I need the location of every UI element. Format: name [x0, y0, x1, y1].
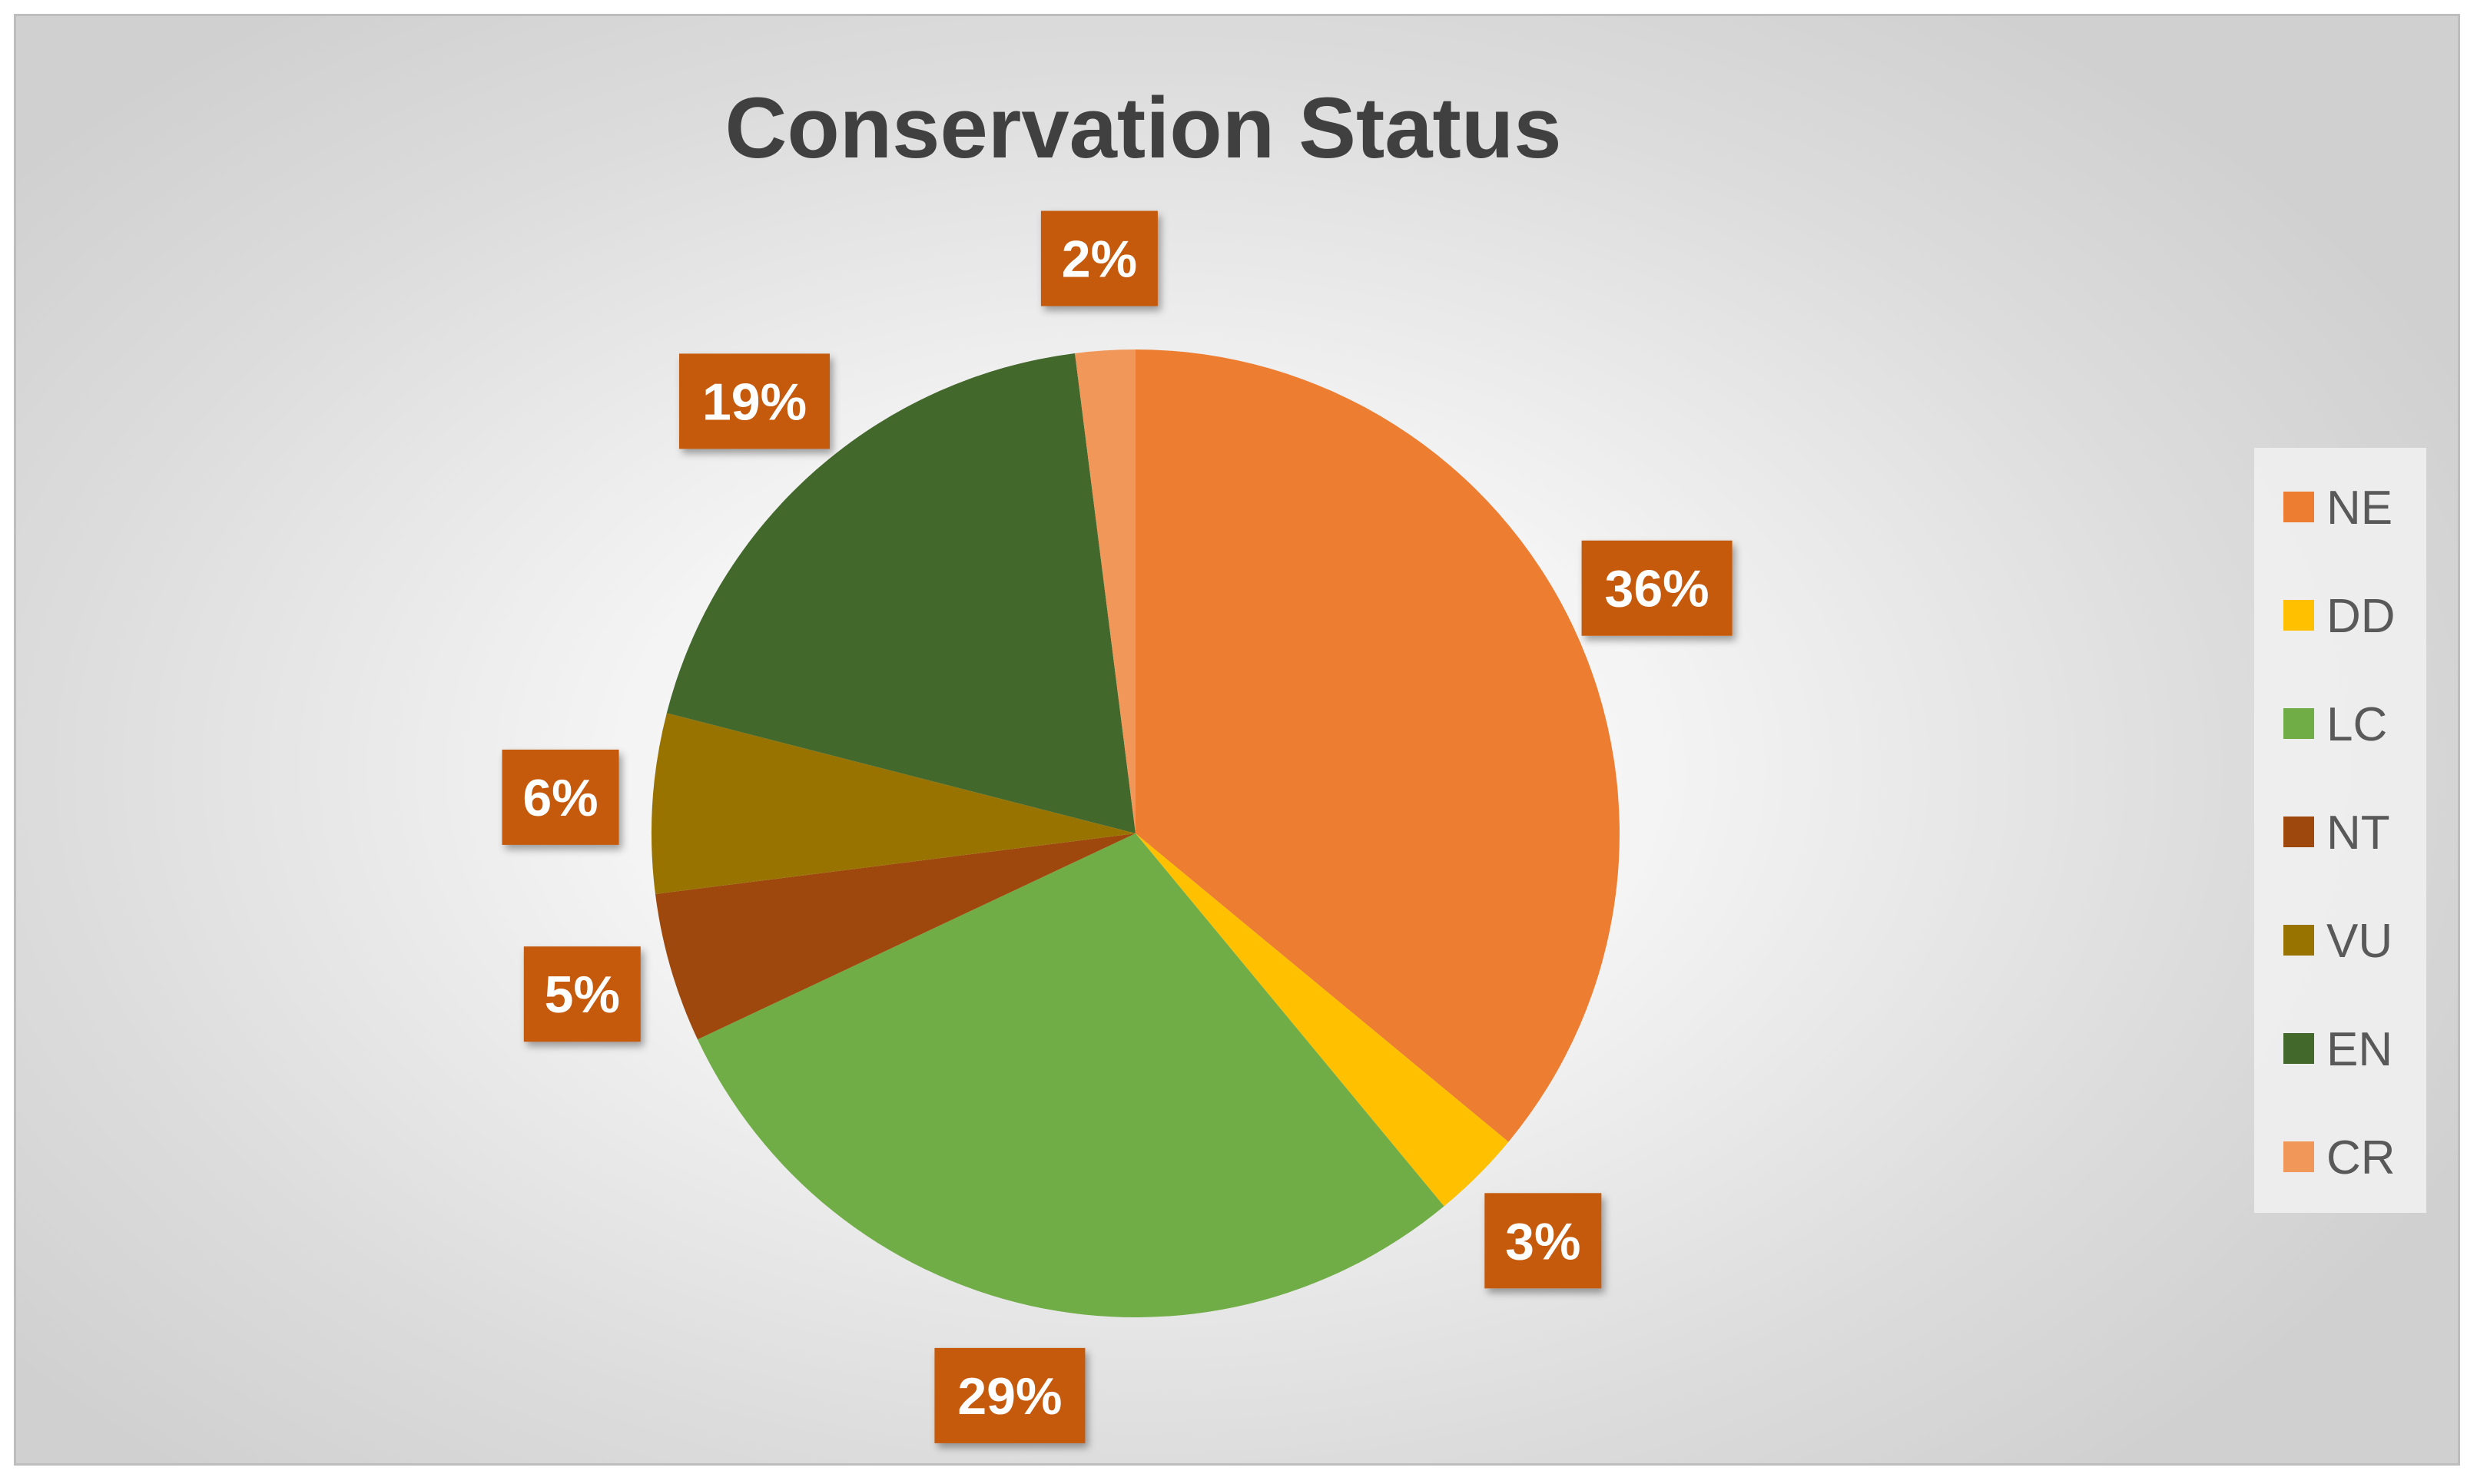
- legend-label: LC: [2326, 698, 2387, 751]
- legend-item-cr: CR: [2283, 1131, 2396, 1184]
- legend-item-lc: LC: [2283, 698, 2387, 751]
- legend-swatch: [2283, 600, 2314, 631]
- data-label-text: 29%: [957, 1367, 1062, 1426]
- legend: NE DD LC NT VU EN CR: [2254, 448, 2426, 1213]
- legend-swatch: [2283, 708, 2314, 739]
- data-label-text: 36%: [1605, 560, 1709, 618]
- data-label-box: [502, 749, 619, 845]
- legend-label: CR: [2326, 1131, 2396, 1184]
- legend-label: NT: [2326, 807, 2390, 860]
- data-label-text: 6%: [522, 769, 598, 827]
- pie-slice-en: [666, 353, 1136, 834]
- legend-label: NE: [2326, 482, 2392, 535]
- data-label-nt: 5%: [523, 946, 641, 1042]
- legend-item-vu: VU: [2283, 915, 2392, 968]
- legend-label: VU: [2326, 915, 2392, 968]
- legend-item-nt: NT: [2283, 807, 2390, 860]
- data-label-ne: 36%: [1581, 540, 1733, 636]
- legend-background: [2254, 448, 2426, 1213]
- pie-slice-dd: [1136, 833, 1509, 1207]
- pie-slice-vu: [652, 713, 1136, 894]
- legend-label: DD: [2326, 590, 2396, 643]
- legend-swatch: [2283, 925, 2314, 956]
- data-label-dd: 3%: [1484, 1193, 1602, 1289]
- legend-swatch: [2283, 1141, 2314, 1172]
- data-label-box: [934, 1347, 1086, 1443]
- data-label-box: [1040, 210, 1158, 306]
- data-label-box: [1484, 1193, 1602, 1289]
- data-label-text: 5%: [545, 966, 620, 1024]
- data-label-lc: 29%: [934, 1347, 1086, 1443]
- data-label-cr: 2%: [1040, 210, 1158, 306]
- chart-title: Conservation Status: [725, 80, 1561, 176]
- pie-slice-cr: [1075, 349, 1136, 833]
- data-label-vu: 6%: [502, 749, 619, 845]
- legend-label: EN: [2326, 1023, 2392, 1076]
- data-label-box: [1581, 540, 1733, 636]
- legend-item-dd: DD: [2283, 590, 2396, 643]
- legend-swatch: [2283, 492, 2314, 522]
- legend-swatch: [2283, 817, 2314, 847]
- data-labels: 36% 3% 29% 5% 6% 19% 2%: [502, 210, 1733, 1443]
- pie-slice-nt: [655, 833, 1136, 1040]
- data-label-text: 2%: [1062, 230, 1137, 289]
- legend-item-en: EN: [2283, 1023, 2392, 1076]
- legend-item-ne: NE: [2283, 482, 2392, 535]
- pie-slices: [652, 349, 1620, 1317]
- data-label-box: [679, 353, 830, 449]
- data-label-text: 3%: [1505, 1212, 1580, 1270]
- pie-slice-ne: [1136, 349, 1620, 1142]
- pie-slice-lc: [697, 833, 1444, 1317]
- legend-swatch: [2283, 1033, 2314, 1064]
- data-label-box: [523, 946, 641, 1042]
- data-label-en: 19%: [679, 353, 830, 449]
- data-label-text: 19%: [702, 373, 807, 431]
